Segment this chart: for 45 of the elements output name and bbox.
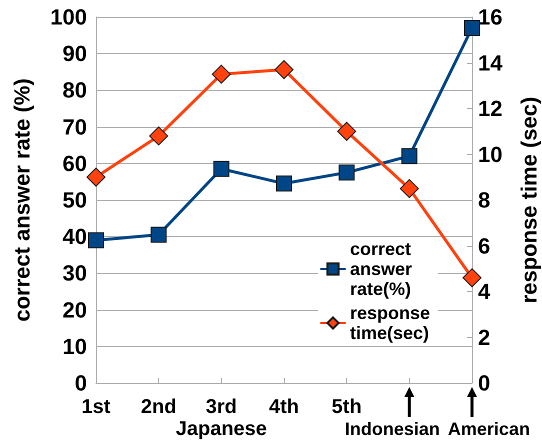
x-tick-label: 4th — [269, 396, 299, 418]
y2-tick-label: 12 — [478, 96, 502, 121]
point — [149, 126, 168, 146]
point — [276, 176, 292, 192]
legend-label: correct answer rate(%) — [350, 239, 418, 299]
x-tick-label: 5th — [332, 396, 362, 418]
point — [400, 179, 419, 198]
point — [337, 122, 356, 141]
y-tick-label: 80 — [62, 78, 87, 103]
y2-tick-label: 14 — [478, 50, 504, 76]
point — [338, 164, 355, 181]
point — [401, 148, 418, 164]
y2-tick-label: 16 — [478, 4, 502, 30]
point — [86, 168, 106, 187]
y-tick-label: 10 — [62, 334, 87, 359]
y2-tick-label: 6 — [478, 233, 490, 258]
y2-tick-label: 4 — [478, 279, 491, 304]
x-tick-label: American — [448, 419, 530, 439]
x-tick-label: 1st — [82, 396, 111, 418]
y2-tick-label: 2 — [478, 324, 490, 350]
point — [464, 20, 480, 36]
x-tick-label: Indonesian — [344, 419, 440, 439]
x-axis-title: Japanese — [176, 418, 267, 440]
y-tick-label: 30 — [62, 260, 87, 286]
y2-tick-label: 8 — [478, 188, 490, 212]
y-tick-label: 40 — [62, 224, 87, 250]
y-tick-label: 100 — [50, 4, 87, 30]
y-tick-label: 60 — [62, 150, 87, 176]
y-tick-label: 0 — [74, 370, 87, 396]
y-tick-label: 90 — [62, 41, 87, 66]
point — [88, 232, 104, 248]
point — [150, 226, 167, 243]
x-tick-label: 2nd — [140, 396, 176, 418]
y-tick-label: 20 — [62, 297, 87, 322]
x-tick-label: 3rd — [206, 396, 237, 418]
point — [212, 64, 231, 84]
y-tick-label: 50 — [62, 188, 87, 212]
y2-tick-label: 0 — [478, 370, 490, 396]
y2-axis-title: response time (sec) — [516, 96, 542, 304]
point — [213, 160, 230, 177]
y2-tick-label: 10 — [478, 142, 502, 167]
y-tick-label: 70 — [62, 114, 87, 140]
y-axis-title: correct answer rate (%) — [10, 78, 34, 322]
point — [274, 60, 294, 80]
legend-label: response time(sec) — [350, 303, 436, 343]
